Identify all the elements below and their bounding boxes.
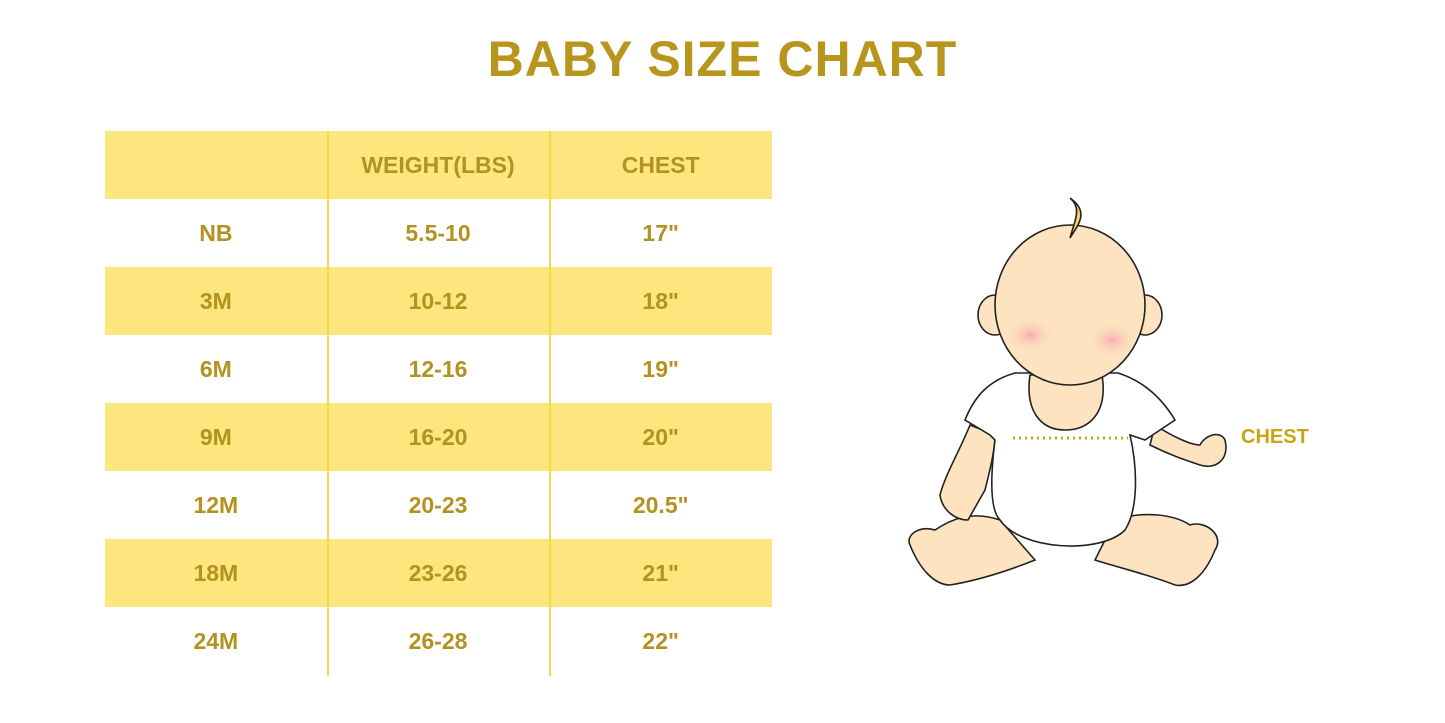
table-row: 9M 16-20 20" [105, 403, 772, 471]
table-header-row: WEIGHT(LBS) CHEST [105, 131, 772, 199]
table-cell: 3M [199, 287, 232, 314]
table-cell: 24M [193, 627, 239, 654]
table-cell: 10-12 [408, 287, 468, 314]
table-row: 6M 12-16 19" [105, 335, 772, 403]
table-cell: 20.5" [632, 491, 689, 518]
table-cell: 26-28 [408, 627, 468, 654]
table-cell: 18M [193, 559, 239, 586]
column-divider [327, 131, 329, 676]
table-row: 18M 23-26 21" [105, 539, 772, 607]
table-cell: 18" [642, 287, 679, 314]
table-cell: 21" [642, 559, 679, 586]
chest-label: CHEST [1241, 426, 1309, 448]
table-cell: NB [199, 219, 233, 246]
column-divider [549, 131, 551, 676]
table-cell: 20" [642, 423, 679, 450]
table-cell: 5.5-10 [405, 219, 471, 246]
table-row: 3M 10-12 18" [105, 267, 772, 335]
size-table: WEIGHT(LBS) CHEST NB 5.5-10 17" 3M 10-12 18" 6M 1… [105, 131, 772, 675]
table-cell: 12M [193, 491, 239, 518]
header-cell: CHEST [621, 151, 700, 178]
table-cell: 6M [199, 355, 232, 382]
page-title: BABY SIZE CHART [487, 31, 958, 87]
baby-illustration [908, 197, 1227, 587]
table-cell: 9M [199, 423, 232, 450]
header-cell: WEIGHT(LBS) [361, 151, 515, 178]
table-cell: 12-16 [408, 355, 468, 382]
table-row: 12M 20-23 20.5" [105, 471, 772, 539]
table-cell: 23-26 [408, 559, 468, 586]
header-cell [105, 131, 327, 199]
table-cell: 17" [642, 219, 679, 246]
table-cell: 20-23 [408, 491, 468, 518]
table-cell: 19" [642, 355, 679, 382]
table-cell: 16-20 [408, 423, 468, 450]
table-row: 24M 26-28 22" [105, 607, 772, 675]
table-cell: 22" [642, 627, 679, 654]
table-row: NB 5.5-10 17" [105, 199, 772, 267]
